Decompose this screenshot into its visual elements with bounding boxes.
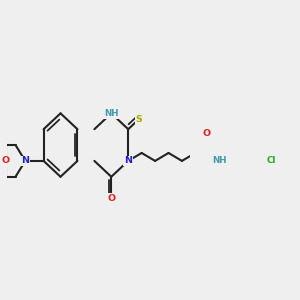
Text: O: O xyxy=(2,156,10,165)
Text: Cl: Cl xyxy=(267,156,277,165)
Text: N: N xyxy=(21,156,29,165)
Text: NH: NH xyxy=(212,156,227,165)
Text: NH: NH xyxy=(104,109,118,118)
Text: N: N xyxy=(124,156,132,165)
Text: S: S xyxy=(135,115,142,124)
Text: O: O xyxy=(107,194,116,203)
Text: O: O xyxy=(202,129,210,138)
